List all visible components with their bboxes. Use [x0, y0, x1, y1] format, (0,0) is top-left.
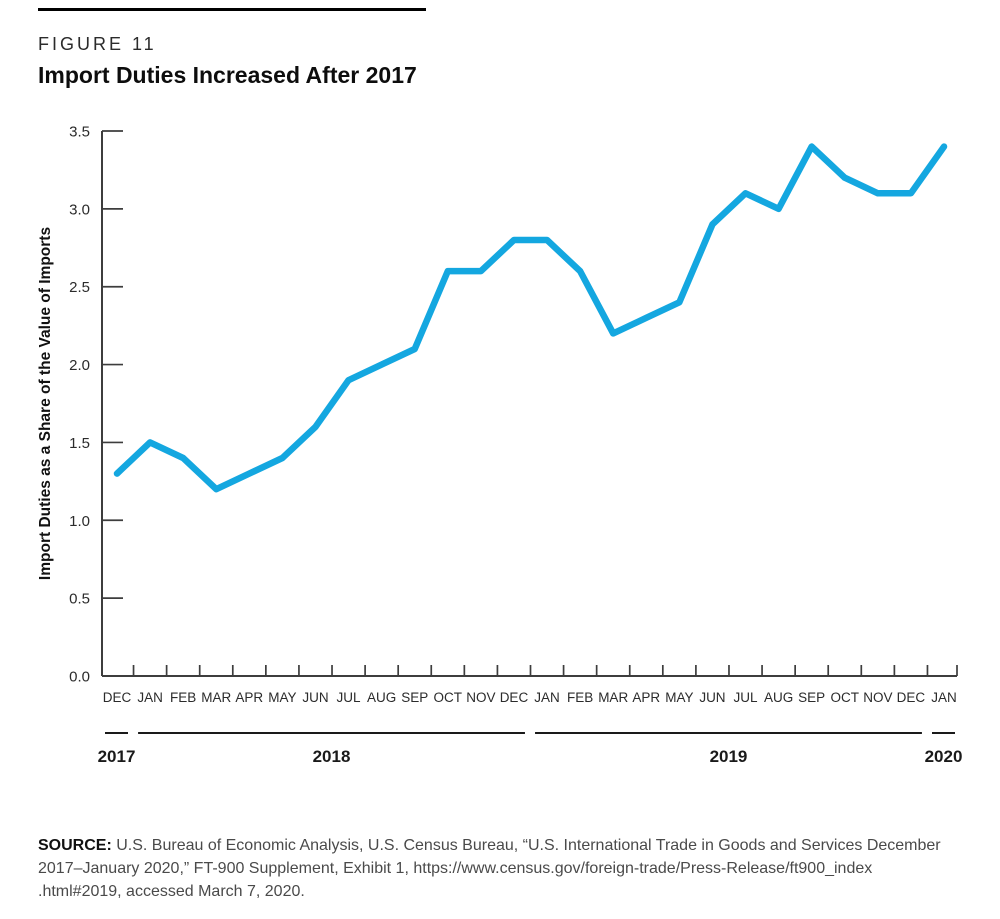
- x-month-label: JAN: [534, 690, 560, 705]
- source-line-2: 2017–January 2020,” FT-900 Supplement, E…: [38, 860, 873, 877]
- y-tick-label: 1.0: [69, 513, 90, 530]
- y-tick-label: 1.5: [69, 435, 90, 452]
- x-month-label: DEC: [500, 690, 529, 705]
- x-month-label: JUL: [337, 690, 361, 705]
- x-month-label: DEC: [897, 690, 926, 705]
- x-month-label: JAN: [931, 690, 957, 705]
- y-tick-label: 2.0: [69, 357, 90, 374]
- x-month-label: JUN: [302, 690, 328, 705]
- import-duties-series-line: [113, 143, 948, 493]
- source-line-1: U.S. Bureau of Economic Analysis, U.S. C…: [116, 837, 941, 854]
- x-month-label: JUL: [734, 690, 758, 705]
- x-month-label: FEB: [170, 690, 196, 705]
- x-month-label: MAR: [598, 690, 628, 705]
- year-label-2019: 2019: [710, 747, 748, 766]
- x-month-label: NOV: [466, 690, 495, 705]
- x-month-label: DEC: [103, 690, 132, 705]
- y-tick-label: 0.0: [69, 669, 90, 686]
- source-label: SOURCE:: [38, 837, 112, 854]
- x-month-label: OCT: [434, 690, 463, 705]
- y-tick-label: 0.5: [69, 591, 90, 608]
- x-month-label: JAN: [137, 690, 163, 705]
- x-month-label: APR: [632, 690, 660, 705]
- x-month-label: APR: [235, 690, 263, 705]
- figure-label: FIGURE 11: [38, 34, 157, 54]
- x-month-label: FEB: [567, 690, 593, 705]
- y-tick-label: 3.0: [69, 201, 90, 218]
- y-tick-label: 3.5: [69, 124, 90, 141]
- source-note: SOURCE: U.S. Bureau of Economic Analysis…: [38, 834, 968, 903]
- year-label-2018: 2018: [313, 747, 351, 766]
- y-tick-label: 2.5: [69, 279, 90, 296]
- year-label-2017: 2017: [98, 747, 136, 766]
- x-month-label: NOV: [863, 690, 892, 705]
- source-line-3: .html#2019, accessed March 7, 2020.: [38, 883, 305, 900]
- x-month-label: AUG: [367, 690, 396, 705]
- x-month-label: MAR: [201, 690, 231, 705]
- figure-title: Import Duties Increased After 2017: [38, 62, 417, 88]
- x-month-label: MAY: [665, 690, 693, 705]
- x-month-label: JUN: [699, 690, 725, 705]
- x-month-label: SEP: [798, 690, 825, 705]
- x-month-label: MAY: [268, 690, 296, 705]
- x-month-label: SEP: [401, 690, 428, 705]
- y-axis-title: Import Duties as a Share of the Value of…: [37, 227, 54, 580]
- x-month-label: AUG: [764, 690, 793, 705]
- x-month-label: OCT: [831, 690, 860, 705]
- year-label-2020: 2020: [925, 747, 963, 766]
- top-rule: [38, 8, 426, 11]
